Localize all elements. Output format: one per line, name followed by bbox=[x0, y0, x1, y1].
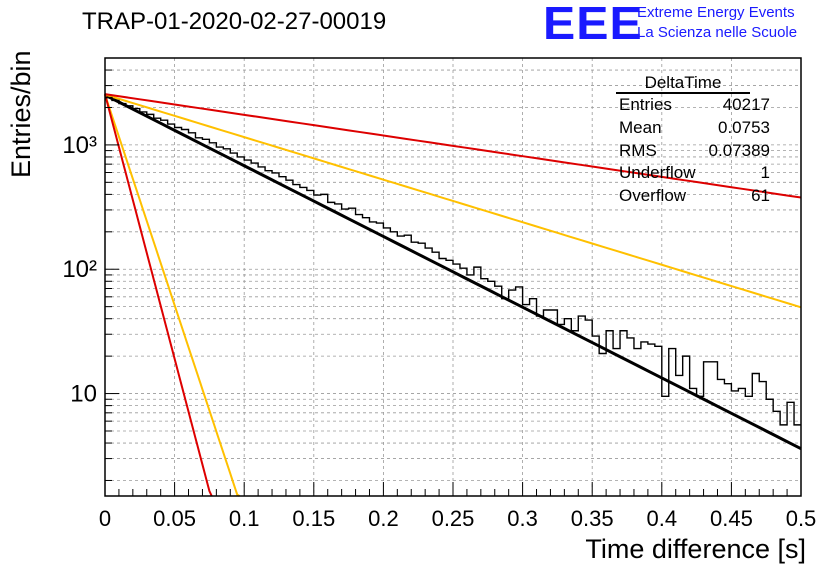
y-tick-label: 10² bbox=[62, 256, 97, 283]
histogram-steps bbox=[105, 96, 801, 426]
x-tick-label: 0.45 bbox=[710, 506, 753, 531]
grid-lines bbox=[105, 57, 801, 496]
stats-box: DeltaTime Entries 40217 Mean 0.0753 RMS … bbox=[612, 73, 776, 208]
fit-curve-3 bbox=[104, 93, 802, 199]
axis-ticks: 0 0.05 0.1 0.15 0.2 0.25 0.3 0.35 0.4 0.45 0.51010… bbox=[62, 57, 817, 531]
fit-curve-5 bbox=[104, 93, 213, 497]
x-tick-label: 0.1 bbox=[229, 506, 260, 531]
histogram bbox=[105, 96, 801, 426]
eee-logo-mark: EEE bbox=[543, 0, 643, 49]
x-axis-label: Time difference [s] bbox=[585, 534, 806, 564]
stats-row-overflow: Overflow 61 bbox=[612, 185, 776, 208]
stats-value: 61 bbox=[751, 186, 770, 206]
stats-row-rms: RMS 0.07389 bbox=[612, 140, 776, 163]
fit-curve-2 bbox=[104, 93, 802, 309]
x-tick-label: 0.25 bbox=[432, 506, 475, 531]
stats-title: DeltaTime bbox=[616, 73, 750, 94]
x-tick-label: 0.05 bbox=[153, 506, 196, 531]
x-tick-label: 0.2 bbox=[368, 506, 399, 531]
stats-label: Entries bbox=[619, 95, 672, 114]
x-tick-label: 0.15 bbox=[292, 506, 335, 531]
stats-row-underflow: Underflow 1 bbox=[612, 162, 776, 185]
fit-curves bbox=[104, 93, 802, 497]
stats-label: RMS bbox=[619, 140, 657, 160]
stats-label: Mean bbox=[619, 117, 662, 137]
x-tick-label: 0.5 bbox=[786, 506, 817, 531]
stats-value: 40217 bbox=[722, 95, 770, 114]
stats-row-entries: Entries 40217 bbox=[612, 94, 776, 117]
stats-value: 0.07389 bbox=[708, 140, 770, 160]
fit-curve-4 bbox=[104, 94, 241, 497]
logo-line-1: Extreme Energy Events bbox=[637, 4, 795, 21]
y-tick-label: 10³ bbox=[62, 132, 97, 159]
stats-row-mean: Mean 0.0753 bbox=[612, 117, 776, 140]
x-tick-label: 0.4 bbox=[647, 506, 678, 531]
chart-title: TRAP-01-2020-02-27-00019 bbox=[82, 8, 387, 35]
y-axis-label: Entries/bin bbox=[6, 50, 36, 178]
x-tick-label: 0 bbox=[99, 506, 111, 531]
stats-value: 1 bbox=[760, 163, 770, 183]
x-tick-label: 0.35 bbox=[571, 506, 614, 531]
stats-label: Overflow bbox=[619, 186, 687, 206]
stats-value: 0.0753 bbox=[718, 117, 770, 137]
logo-line-2: La Scienza nelle Scuole bbox=[637, 24, 798, 41]
stats-label: Underflow bbox=[619, 163, 696, 183]
y-tick-label: 10 bbox=[70, 381, 97, 408]
fit-curve-1 bbox=[104, 93, 802, 451]
x-tick-label: 0.3 bbox=[507, 506, 538, 531]
